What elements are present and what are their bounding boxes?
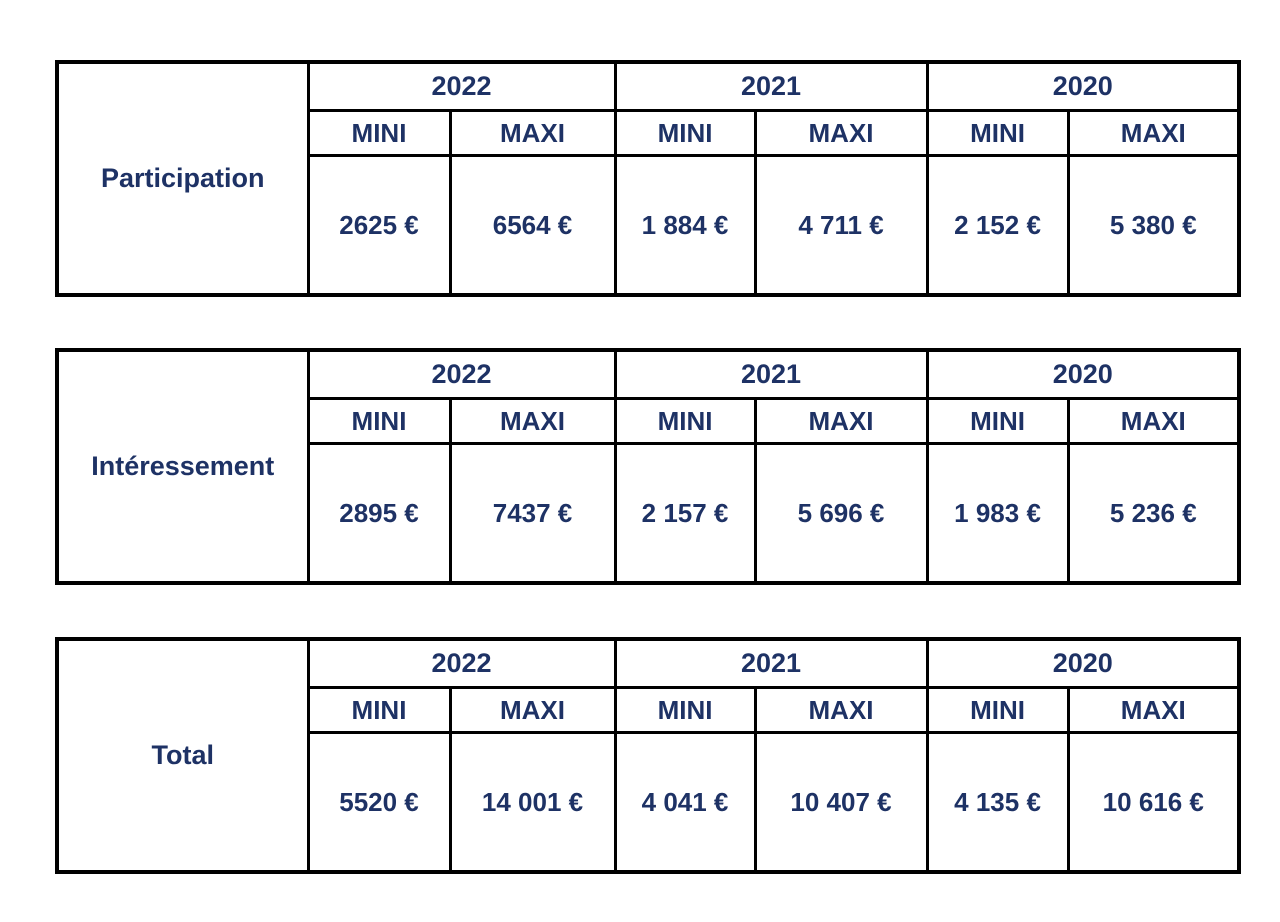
participation-table: Participation 2022 2021 2020 MINI MAXI M… <box>55 60 1242 297</box>
participation-row-label: Participation <box>55 60 310 297</box>
interessement-2022-maxi-header: MAXI <box>448 397 617 445</box>
interessement-2020-maxi-value: 5 236 € <box>1066 442 1241 585</box>
participation-2021-mini-value: 1 884 € <box>613 154 757 297</box>
interessement-2021-maxi-value: 5 696 € <box>753 442 929 585</box>
participation-2020-maxi-header: MAXI <box>1066 109 1241 157</box>
total-2020-mini-value: 4 135 € <box>925 731 1070 874</box>
interessement-2020-maxi-header: MAXI <box>1066 397 1241 445</box>
participation-2022-mini-value: 2625 € <box>306 154 452 297</box>
total-year-2022-header: 2022 <box>306 637 617 689</box>
total-2020-maxi-header: MAXI <box>1066 686 1241 734</box>
participation-2020-maxi-value: 5 380 € <box>1066 154 1241 297</box>
participation-2021-maxi-value: 4 711 € <box>753 154 929 297</box>
interessement-year-2022-header: 2022 <box>306 348 617 400</box>
total-2021-maxi-value: 10 407 € <box>753 731 929 874</box>
interessement-2020-mini-header: MINI <box>925 397 1070 445</box>
participation-year-2021-header: 2021 <box>613 60 929 112</box>
total-row-label: Total <box>55 637 310 874</box>
total-2020-maxi-value: 10 616 € <box>1066 731 1241 874</box>
total-2020-mini-header: MINI <box>925 686 1070 734</box>
total-2022-mini-header: MINI <box>306 686 452 734</box>
interessement-2022-mini-header: MINI <box>306 397 452 445</box>
participation-2022-maxi-value: 6564 € <box>448 154 617 297</box>
participation-2022-maxi-header: MAXI <box>448 109 617 157</box>
total-2022-maxi-header: MAXI <box>448 686 617 734</box>
participation-year-2020-header: 2020 <box>925 60 1241 112</box>
interessement-2022-maxi-value: 7437 € <box>448 442 617 585</box>
interessement-2021-maxi-header: MAXI <box>753 397 929 445</box>
total-year-2021-header: 2021 <box>613 637 929 689</box>
participation-2021-maxi-header: MAXI <box>753 109 929 157</box>
participation-year-2022-header: 2022 <box>306 60 617 112</box>
interessement-2021-mini-header: MINI <box>613 397 757 445</box>
interessement-2020-mini-value: 1 983 € <box>925 442 1070 585</box>
total-2021-mini-header: MINI <box>613 686 757 734</box>
interessement-year-2021-header: 2021 <box>613 348 929 400</box>
interessement-table: Intéressement 2022 2021 2020 MINI MAXI M… <box>55 348 1242 585</box>
interessement-year-2020-header: 2020 <box>925 348 1241 400</box>
total-year-2020-header: 2020 <box>925 637 1241 689</box>
participation-2020-mini-value: 2 152 € <box>925 154 1070 297</box>
participation-2021-mini-header: MINI <box>613 109 757 157</box>
interessement-2021-mini-value: 2 157 € <box>613 442 757 585</box>
participation-2022-mini-header: MINI <box>306 109 452 157</box>
total-2021-maxi-header: MAXI <box>753 686 929 734</box>
total-table: Total 2022 2021 2020 MINI MAXI MINI MAXI… <box>55 637 1242 874</box>
interessement-row-label: Intéressement <box>55 348 310 585</box>
interessement-2022-mini-value: 2895 € <box>306 442 452 585</box>
total-2021-mini-value: 4 041 € <box>613 731 757 874</box>
total-2022-maxi-value: 14 001 € <box>448 731 617 874</box>
total-2022-mini-value: 5520 € <box>306 731 452 874</box>
participation-2020-mini-header: MINI <box>925 109 1070 157</box>
